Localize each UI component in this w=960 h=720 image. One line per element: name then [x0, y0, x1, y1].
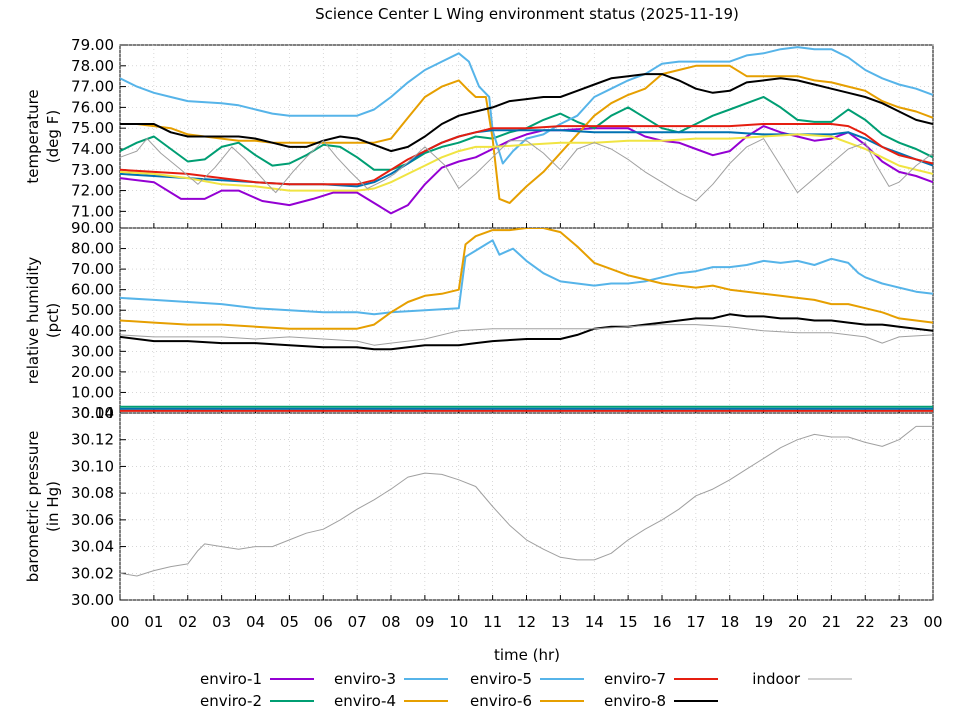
series-group: [120, 228, 933, 412]
legend-label: enviro-8: [604, 692, 666, 710]
y-tick-label: 40.00: [71, 322, 114, 340]
y-tick-label: 30.00: [71, 591, 114, 609]
y-tick-label: 72.00: [71, 182, 114, 200]
series-line-enviro-4: [120, 64, 933, 204]
legend-label: indoor: [752, 670, 801, 688]
x-tick-label: 07: [348, 613, 367, 631]
legend-label: enviro-2: [200, 692, 262, 710]
y-tick-label: 30.00: [71, 342, 114, 360]
panel-pressure: 30.00 30.02 30.04 30.06 30.08 30.10 30.12 30.14…: [24, 404, 943, 631]
y-tick-label: 74.00: [71, 140, 114, 158]
legend-label: enviro-5: [470, 670, 532, 688]
y-axis-label: barometric pressure: [24, 431, 42, 583]
legend: enviro-1 enviro-2 enviro-3 enviro-4 enviro-5…: [200, 670, 852, 710]
panel-temperature: 71.00 72.00 73.00 74.00 75.00 76.00 77.00 78.00…: [24, 36, 934, 229]
y-tick-label: 60.00: [71, 281, 114, 299]
x-tick-label: 03: [212, 613, 231, 631]
y-tick-label: 0.00: [81, 404, 114, 422]
x-tick-label: 15: [619, 613, 638, 631]
x-tick-label: 18: [720, 613, 739, 631]
series-group: [120, 425, 933, 577]
x-tick-label: 00: [110, 613, 129, 631]
series-group: [120, 46, 933, 215]
y-tick-label: 78.00: [71, 57, 114, 75]
legend-label: enviro-3: [334, 670, 396, 688]
x-tick-label: 05: [280, 613, 299, 631]
y-tick-label: 30.04: [71, 538, 114, 556]
chart-panels: 71.00 72.00 73.00 74.00 75.00 76.00 77.00 78.00…: [24, 36, 943, 631]
series-line-enviro-3: [120, 239, 933, 316]
legend-label: enviro-6: [470, 692, 532, 710]
series-line-enviro-5: [120, 123, 933, 186]
x-tick-label: 23: [890, 613, 909, 631]
series-line-enviro-8: [120, 73, 933, 153]
y-axis-label-units: (in Hg): [44, 481, 62, 532]
y-tick-label: 90.00: [71, 219, 114, 237]
y-tick-label: 30.14: [71, 404, 114, 422]
x-tick-label: 01: [144, 613, 163, 631]
x-tick-label: 17: [686, 613, 705, 631]
y-tick-label: 71.00: [71, 202, 114, 220]
x-tick-label: 22: [856, 613, 875, 631]
x-tick-label: 13: [551, 613, 570, 631]
series-line-indoor: [120, 138, 933, 202]
y-tick-label: 10.00: [71, 383, 114, 401]
x-tick-label: 12: [517, 613, 536, 631]
series-line-indoor: [120, 425, 933, 577]
series-line-enviro-4: [120, 228, 933, 330]
y-tick-label: 50.00: [71, 301, 114, 319]
y-axis-label-units: (deg F): [44, 110, 62, 163]
y-tick-label: 30.12: [71, 431, 114, 449]
y-tick-label: 76.00: [71, 98, 114, 116]
series-line-enviro-7: [120, 133, 933, 192]
y-axis-label-units: (pct): [44, 303, 62, 338]
chart-title: Science Center L Wing environment status…: [315, 5, 739, 23]
x-tick-label: 14: [585, 613, 604, 631]
y-tick-label: 30.02: [71, 564, 114, 582]
series-line-indoor: [120, 324, 933, 346]
x-tick-label: 02: [178, 613, 197, 631]
y-axis-label: temperature: [24, 89, 42, 183]
x-tick-label: 00: [923, 613, 942, 631]
y-tick-label: 20.00: [71, 363, 114, 381]
y-axis-label: relative humidity: [24, 257, 42, 385]
x-tick-label: 20: [788, 613, 807, 631]
x-tick-label: 21: [822, 613, 841, 631]
x-tick-label: 16: [652, 613, 671, 631]
legend-label: enviro-7: [604, 670, 666, 688]
x-tick-label: 04: [246, 613, 265, 631]
y-tick-label: 70.00: [71, 260, 114, 278]
x-tick-label: 09: [415, 613, 434, 631]
x-tick-label: 19: [754, 613, 773, 631]
x-tick-label: 10: [449, 613, 468, 631]
y-tick-label: 75.00: [71, 119, 114, 137]
panel-humidity: 10.00 20.00 30.00 40.00 50.00 60.00 70.00 80.00…: [24, 219, 934, 422]
y-tick-label: 30.06: [71, 511, 114, 529]
x-tick-label: 06: [314, 613, 333, 631]
legend-label: enviro-1: [200, 670, 262, 688]
y-tick-label: 73.00: [71, 161, 114, 179]
series-line-enviro-3: [120, 46, 933, 165]
y-tick-label: 79.00: [71, 36, 114, 54]
y-tick-label: 80.00: [71, 240, 114, 258]
x-tick-label: 11: [483, 613, 502, 631]
y-tick-label: 30.08: [71, 484, 114, 502]
x-axis-label: time (hr): [494, 646, 560, 664]
y-tick-label: 30.10: [71, 457, 114, 475]
legend-label: enviro-4: [334, 692, 396, 710]
x-tick-label: 08: [381, 613, 400, 631]
y-tick-label: 77.00: [71, 78, 114, 96]
